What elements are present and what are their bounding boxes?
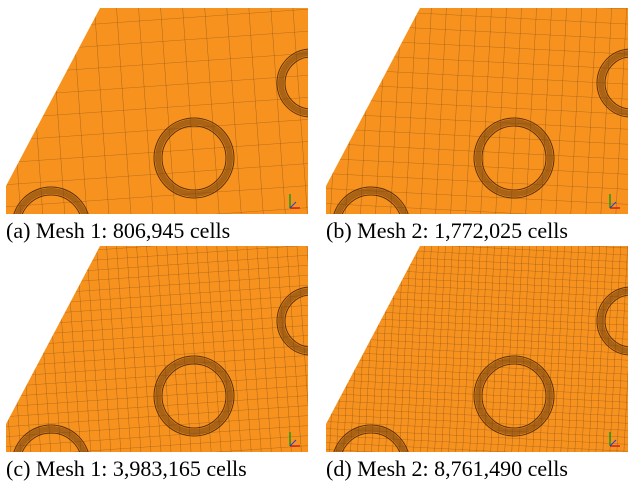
mesh-image <box>326 246 628 452</box>
mesh-fill <box>6 8 308 214</box>
caption: (d) Mesh 2: 8,761,490 cells <box>326 456 568 482</box>
mesh <box>6 246 308 452</box>
mesh <box>6 8 308 214</box>
caption: (c) Mesh 1: 3,983,165 cells <box>6 456 247 482</box>
caption: (b) Mesh 2: 1,772,025 cells <box>326 218 568 244</box>
mesh <box>326 8 628 214</box>
mesh-panel: (c) Mesh 1: 3,983,165 cells <box>6 246 308 482</box>
mesh-panel: (b) Mesh 2: 1,772,025 cells <box>326 8 628 244</box>
mesh-fill <box>326 246 628 452</box>
mesh-fill <box>6 246 308 452</box>
mesh-panel: (a) Mesh 1: 806,945 cells <box>6 8 308 244</box>
mesh-panel: (d) Mesh 2: 8,761,490 cells <box>326 246 628 482</box>
mesh-image <box>326 8 628 214</box>
mesh-fill <box>326 8 628 214</box>
mesh <box>326 246 628 452</box>
mesh-image <box>6 246 308 452</box>
caption: (a) Mesh 1: 806,945 cells <box>6 218 230 244</box>
mesh-image <box>6 8 308 214</box>
figure: (a) Mesh 1: 806,945 cells (b) Mesh 2: 1,7… <box>0 0 634 484</box>
